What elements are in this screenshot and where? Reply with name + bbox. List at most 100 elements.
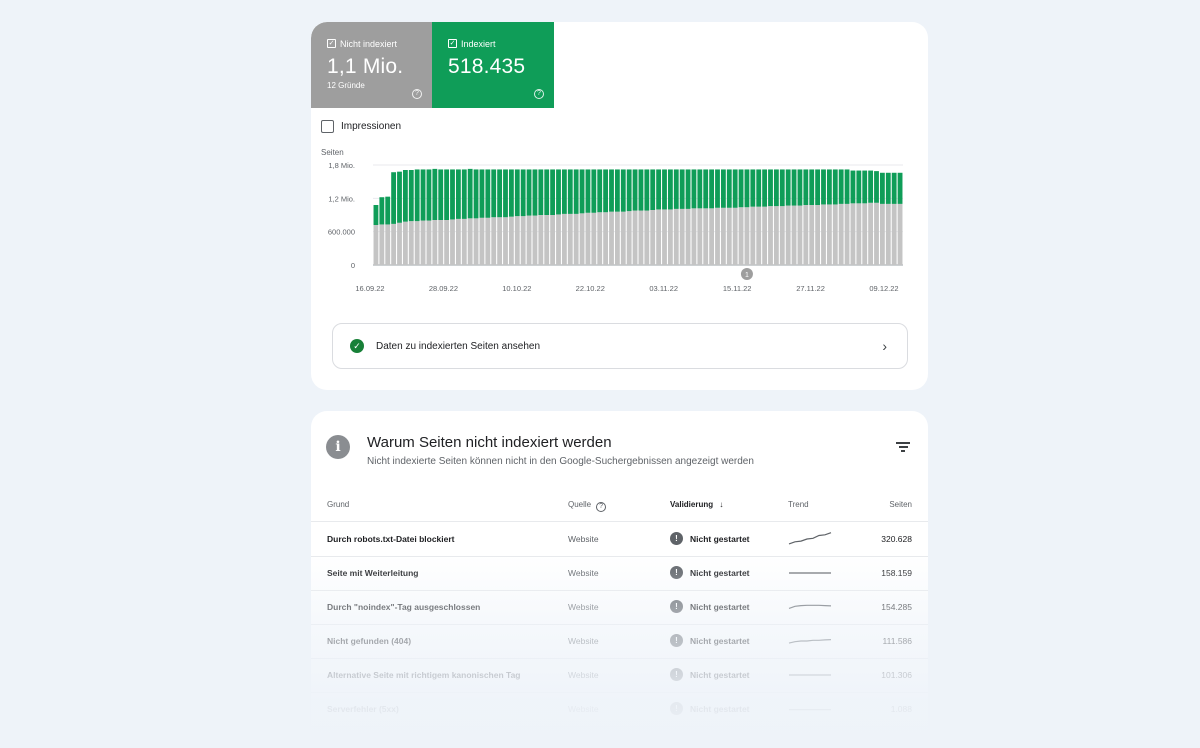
bar-not-indexed (803, 205, 809, 265)
section-title: Warum Seiten nicht indexiert werden (367, 434, 612, 451)
bar-not-indexed (885, 203, 891, 265)
bar-indexed (650, 169, 656, 210)
col-seiten[interactable]: Seiten (889, 500, 912, 509)
col-quelle[interactable]: Quelle? (568, 500, 607, 512)
bar-indexed (667, 169, 673, 210)
indexed-value: 518.435 (448, 55, 526, 78)
impressions-label: Impressionen (341, 121, 402, 132)
bar-indexed (697, 169, 703, 209)
bar-indexed (414, 169, 420, 222)
table-row[interactable]: Durch "noindex"-Tag ausgeschlossen Websit… (311, 591, 928, 625)
not-indexed-reasons-card: i Warum Seiten nicht indexiert werden Ni… (311, 411, 928, 748)
bar-indexed (762, 169, 768, 207)
bar-not-indexed (773, 206, 779, 265)
row-source: Website (568, 704, 599, 714)
col-grund[interactable]: Grund (327, 500, 350, 509)
view-indexed-data-link[interactable]: ✓ Daten zu indexierten Seiten ansehen › (332, 323, 908, 369)
bar-not-indexed (897, 203, 903, 265)
x-tick-label: 03.11.22 (649, 284, 678, 293)
table-row[interactable]: Seite mit Weiterleitung Website! Nicht ges… (311, 557, 928, 591)
indexed-label: ✓ Indexiert (448, 38, 538, 49)
bar-not-indexed (408, 221, 414, 265)
help-icon[interactable]: ? (534, 89, 544, 99)
table-row[interactable]: Serverfehler (5xx) Website! Nicht gestarte… (311, 693, 928, 727)
annotation-marker (740, 268, 753, 280)
bar-indexed (844, 169, 850, 204)
table-row[interactable]: Durch robots.txt-Datei blockiert Website!… (311, 523, 928, 557)
bar-indexed (609, 169, 614, 212)
warning-icon: ! (670, 668, 683, 681)
bar-not-indexed (385, 224, 391, 265)
not-indexed-label: ✓ Nicht indexiert (327, 38, 416, 49)
x-tick-label: 10.10.22 (502, 284, 531, 293)
table-row[interactable]: Nicht gefunden (404) Website! Nicht gestar… (311, 625, 928, 659)
checkbox-unchecked-icon[interactable] (321, 120, 334, 133)
row-reason: Alternative Seite mit richtigem kanonisc… (327, 670, 521, 680)
bar-indexed (785, 169, 791, 206)
bar-not-indexed (667, 209, 673, 265)
row-reason: Durch "noindex"-Tag ausgeschlossen (327, 602, 481, 612)
y-tick-label: 0 (351, 261, 355, 270)
impressions-toggle[interactable]: Impressionen (321, 120, 401, 133)
bar-not-indexed (785, 205, 791, 265)
bar-indexed (709, 169, 715, 209)
warning-icon: ! (670, 600, 683, 613)
bar-indexed (797, 169, 803, 206)
bar-indexed (514, 169, 520, 217)
bar-not-indexed (768, 206, 773, 265)
bar-not-indexed (726, 207, 732, 265)
row-source: Website (568, 568, 599, 578)
bar-not-indexed (709, 208, 715, 265)
bar-indexed (391, 172, 397, 224)
x-tick-label: 15.11.22 (723, 284, 752, 293)
help-icon[interactable]: ? (596, 502, 607, 512)
bar-indexed (491, 169, 497, 218)
bar-not-indexed (426, 220, 432, 265)
bar-not-indexed (715, 207, 720, 265)
help-icon[interactable]: ? (412, 89, 422, 99)
bar-indexed (573, 169, 579, 214)
bar-not-indexed (402, 221, 408, 265)
bar-indexed (561, 169, 567, 214)
bar-not-indexed (779, 206, 785, 265)
x-tick-label: 16.09.22 (355, 284, 384, 293)
bar-indexed (538, 169, 544, 215)
bar-indexed (673, 169, 679, 209)
bar-indexed (868, 170, 874, 203)
bar-not-indexed (420, 220, 426, 265)
check-circle-icon: ✓ (350, 339, 364, 353)
bar-not-indexed (461, 218, 467, 265)
bar-indexed (874, 171, 879, 203)
bar-not-indexed (826, 204, 832, 265)
bar-not-indexed (467, 218, 473, 265)
col-validierung[interactable]: Validierung ↓ (670, 500, 723, 509)
bar-not-indexed (868, 202, 874, 265)
bar-indexed (662, 169, 667, 210)
bar-indexed (603, 169, 609, 213)
bar-not-indexed (673, 208, 679, 265)
bar-indexed (644, 169, 650, 211)
bar-indexed (567, 169, 573, 214)
section-subtitle: Nicht indexierte Seiten können nicht in … (367, 456, 754, 467)
table-row[interactable]: Alternative Seite mit richtigem kanonisc… (311, 659, 928, 693)
row-reason: Nicht gefunden (404) (327, 636, 412, 646)
bar-not-indexed (862, 203, 868, 265)
warning-icon: ! (670, 532, 683, 545)
bar-indexed (626, 169, 632, 212)
filter-icon[interactable] (896, 442, 910, 454)
bar-not-indexed (620, 211, 626, 265)
bar-not-indexed (379, 224, 385, 265)
not-indexed-tile[interactable]: ✓ Nicht indexiert 1,1 Mio. 12 Gründe ? (311, 22, 432, 108)
row-pages: 158.159 (881, 568, 912, 578)
validation-status: Nicht gestartet (690, 635, 750, 646)
bar-not-indexed (691, 208, 697, 265)
bar-indexed (402, 170, 408, 222)
view-indexed-data-label: Daten zu indexierten Seiten ansehen (376, 340, 541, 352)
bar-indexed (503, 169, 508, 218)
bar-not-indexed (561, 213, 567, 265)
row-pages: 1.088 (890, 704, 912, 714)
indexed-tile[interactable]: ✓ Indexiert 518.435 ? (432, 22, 554, 108)
checkbox-checked-icon[interactable]: ✓ (448, 39, 457, 48)
bar-not-indexed (508, 216, 514, 265)
checkbox-checked-icon[interactable]: ✓ (327, 39, 336, 48)
